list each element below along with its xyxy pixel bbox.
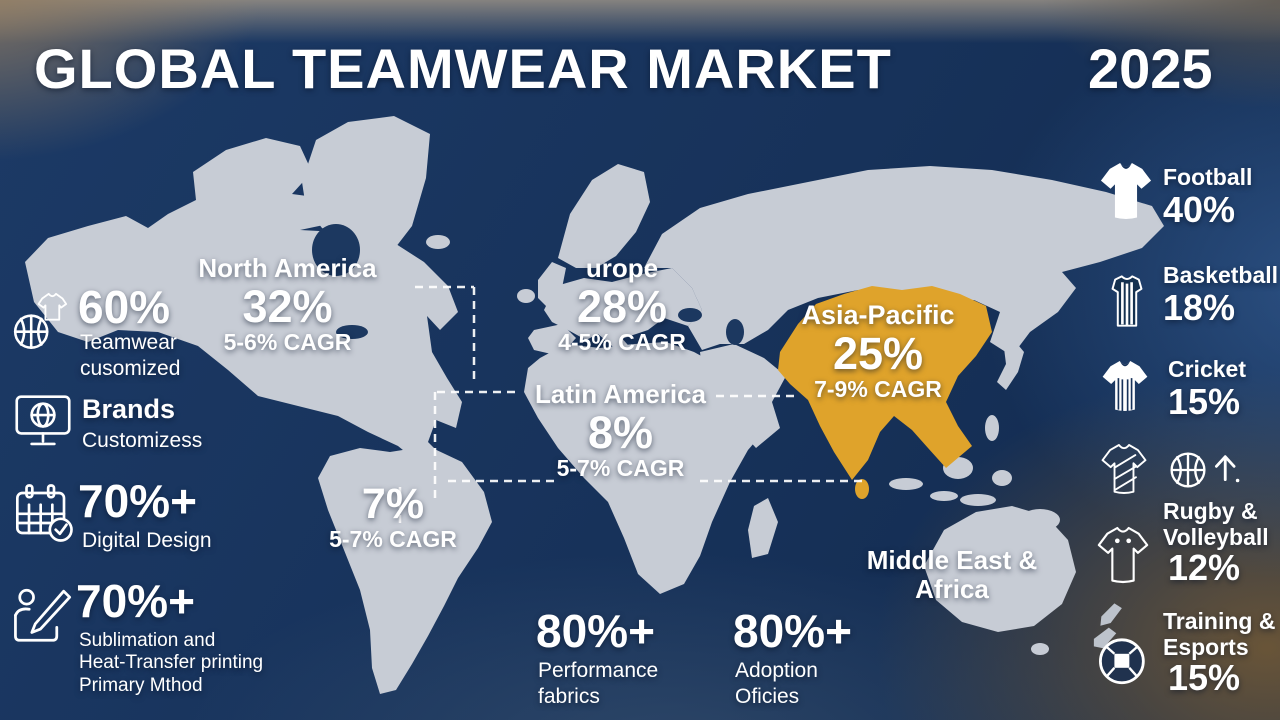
- hudson-bay: [312, 224, 360, 276]
- island-sulawesi: [992, 470, 1012, 486]
- region-label-latin-america: Latin America 8% 5-7% CAGR: [518, 379, 723, 482]
- island-tasmania: [1031, 643, 1049, 655]
- teamwear-value: 60%: [78, 281, 171, 333]
- region-label-north-america: North America 32% 5-6% CAGR: [180, 253, 395, 356]
- fabrics-label: Performance fabrics: [538, 659, 659, 709]
- esports-nz-soccer-icon: [1092, 598, 1148, 690]
- continent-south-america: [318, 446, 492, 694]
- up-arrow-icon: [1212, 450, 1242, 488]
- continent-africa: [524, 342, 772, 594]
- region-asia-pacific-highlight: [778, 286, 992, 480]
- sport-name-basketball: Basketball: [1163, 262, 1279, 288]
- island-ireland: [517, 289, 535, 303]
- region-label-middle-east-africa: Middle East & Africa: [852, 528, 1052, 622]
- continent-north-america: [25, 138, 462, 472]
- region-share: 7%: [361, 480, 425, 528]
- sport-name-football: Football: [1163, 164, 1253, 190]
- continent-australia: [924, 506, 1076, 632]
- sport-share-football: 40%: [1163, 189, 1236, 230]
- region-label-asia-pacific: Asia-Pacific 25% 7-9% CAGR: [778, 300, 978, 403]
- sport-share-training-esports: 15%: [1168, 657, 1241, 698]
- page-title: GLOBAL TEAMWEAR MARKET: [34, 37, 892, 100]
- region-scandinavia: [558, 164, 650, 268]
- continent-asia: [644, 166, 1164, 356]
- sport-name-rugby-volleyball: Rugby & Volleyball: [1163, 498, 1269, 551]
- sport-name-training-esports: Training & Esports: [1163, 608, 1276, 661]
- region-label-south-america: 7% 5-7% CAGR: [318, 480, 468, 553]
- football-jersey-icon: [1098, 158, 1154, 224]
- region-share: 32%: [242, 281, 333, 333]
- region-cagr: 5-6% CAGR: [223, 329, 352, 356]
- island-lesser-sunda: [960, 494, 996, 506]
- island-madagascar: [748, 498, 778, 558]
- continent-europe: [544, 268, 702, 340]
- training-jersey-icon: [1096, 524, 1150, 586]
- fabrics-value: 80%+: [536, 605, 655, 657]
- sport-share-rugby-volleyball: 12%: [1168, 547, 1241, 588]
- region-cagr: 4-5% CAGR: [558, 329, 686, 356]
- sport-name-cricket: Cricket: [1168, 356, 1246, 382]
- cricket-jersey-icon: [1100, 354, 1150, 418]
- region-cagr: 5-7% CAGR: [329, 526, 457, 553]
- island-greenland: [302, 116, 430, 252]
- volleyball-icon: [1168, 450, 1208, 490]
- teamwear-basketball-icon: [12, 288, 76, 360]
- year-label: 2025: [1088, 37, 1213, 100]
- sport-share-basketball: 18%: [1163, 287, 1236, 328]
- island-iceland: [426, 235, 450, 249]
- island-java: [930, 491, 958, 501]
- brand-monitor-globe-icon: [14, 394, 72, 450]
- region-name: Asia-Pacific: [801, 300, 955, 330]
- connector-dashed-lines: [398, 285, 865, 525]
- sublimation-value: 70%+: [76, 575, 195, 627]
- digital-calendar-icon: [14, 482, 74, 544]
- region-share: 8%: [587, 407, 654, 459]
- region-label-europe: urope 28% 4-5% CAGR: [532, 253, 712, 356]
- caspian-sea: [726, 319, 744, 345]
- region-cagr: 7-9% CAGR: [814, 376, 942, 403]
- rugby-jersey-icon: [1100, 440, 1148, 498]
- region-cagr: 5-7% CAGR: [556, 455, 685, 482]
- island-sumatra: [889, 478, 923, 490]
- region-middle-east: [700, 344, 786, 448]
- region-name: Latin America: [535, 379, 706, 409]
- brands-label: Customizess: [82, 429, 203, 452]
- island-japan: [997, 340, 1024, 390]
- adoption-label: Adoption Oficies: [735, 659, 818, 709]
- brands-title: Brands: [82, 394, 176, 424]
- black-sea: [678, 308, 702, 322]
- sublimation-pen-icon: [12, 584, 74, 650]
- teamwear-label: Teamwear cusomized: [80, 331, 181, 380]
- region-name: urope: [585, 253, 659, 283]
- region-name: North America: [198, 253, 377, 283]
- island-sri-lanka: [855, 479, 869, 499]
- region-share: 28%: [576, 281, 668, 333]
- region-name: Middle East & Africa: [866, 545, 1038, 605]
- digital-value: 70%+: [78, 475, 197, 527]
- digital-label: Digital Design: [82, 529, 212, 552]
- region-share: 25%: [832, 328, 924, 380]
- great-lakes: [336, 325, 368, 339]
- sublimation-label: Sublimation and Heat-Transfer printing P…: [79, 630, 264, 696]
- adoption-value: 80%+: [733, 605, 852, 657]
- sport-share-cricket: 15%: [1168, 381, 1241, 422]
- island-philippines: [985, 415, 999, 441]
- basketball-jersey-icon: [1102, 270, 1152, 334]
